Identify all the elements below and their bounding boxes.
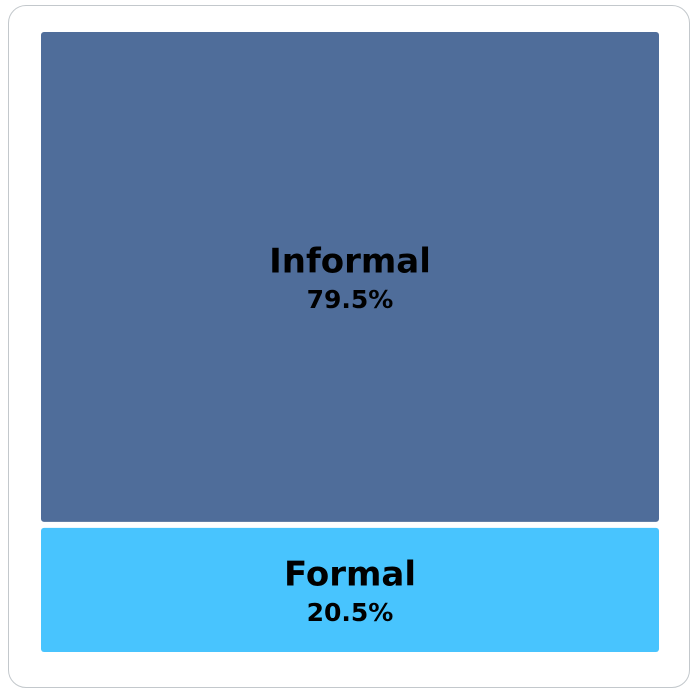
tile	[41, 527, 659, 652]
tile-value: 20.5%	[307, 598, 394, 627]
tile-label: Informal	[269, 241, 431, 281]
tile-value: 79.5%	[307, 285, 394, 314]
tile	[41, 32, 659, 522]
tile-label: Formal	[284, 554, 416, 594]
